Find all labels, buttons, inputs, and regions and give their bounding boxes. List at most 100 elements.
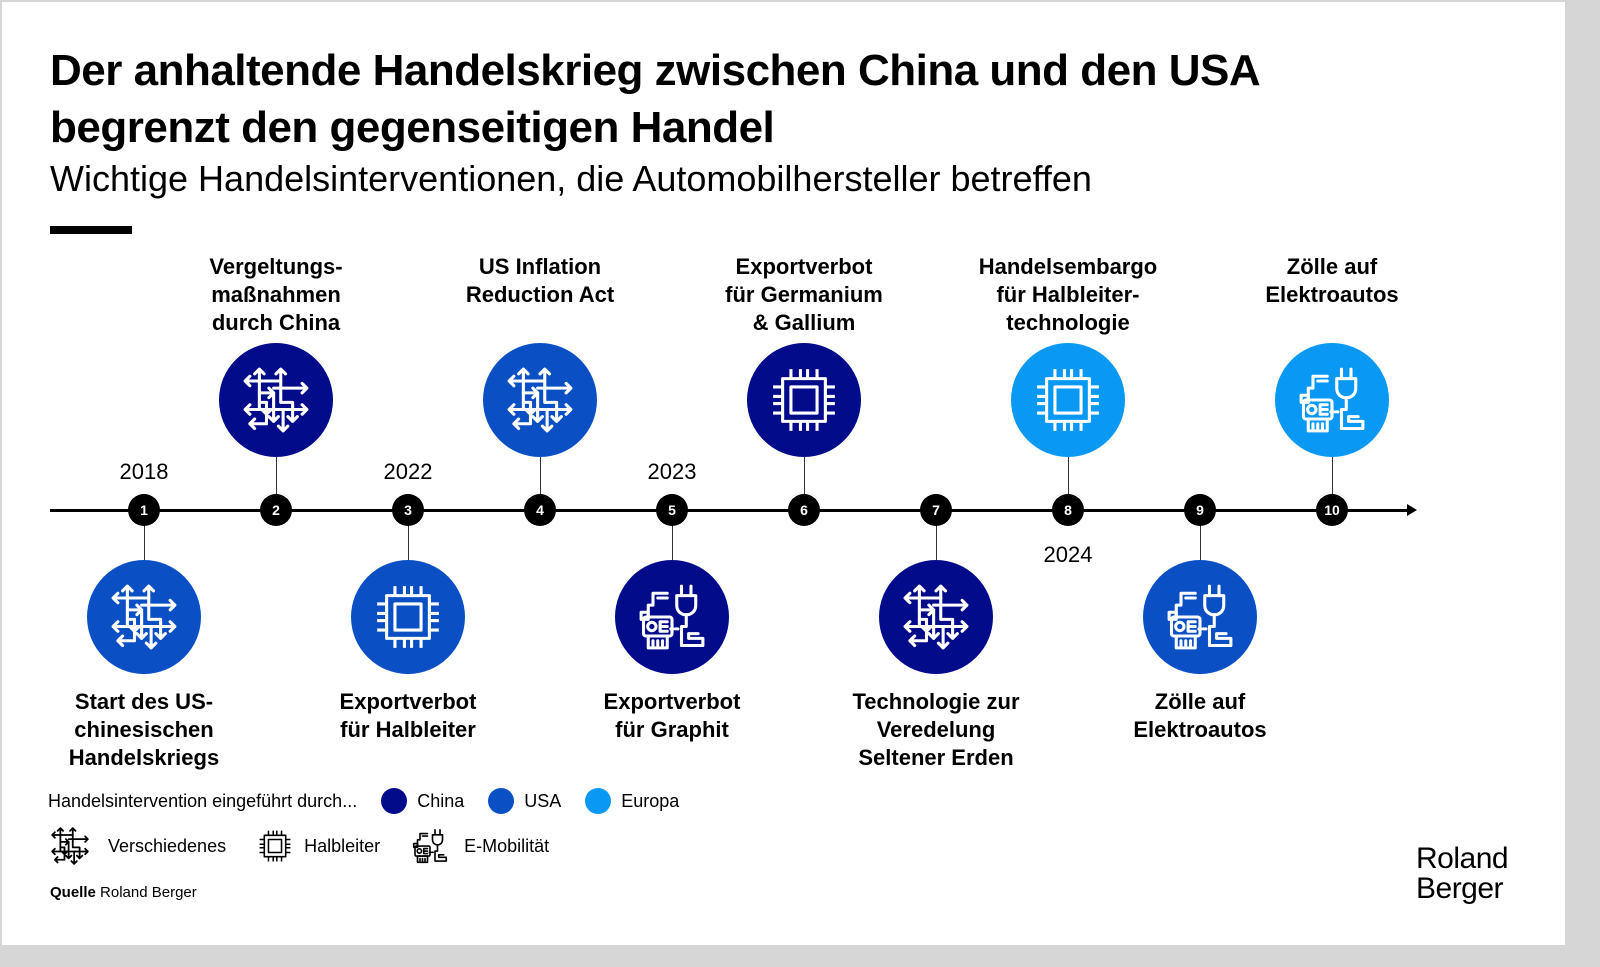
label-line: chinesischen [74, 717, 214, 742]
label-line: Seltener Erden [858, 745, 1014, 770]
chip-icon [1030, 362, 1106, 438]
event-connector [408, 526, 409, 560]
event-label: Vergeltungs- maßnahmen durch China [166, 253, 386, 337]
legend-label-europa: Europa [621, 790, 680, 811]
year-label-2018: 2018 [119, 459, 169, 484]
ev-plug-icon [410, 826, 450, 866]
event-icon-circle [879, 560, 993, 674]
event-label: Exportverbot für Graphit [562, 688, 782, 744]
event-number-marker: 9 [1184, 494, 1216, 526]
arrows-icon [106, 579, 182, 655]
event-connector [936, 526, 937, 560]
label-line: Handelsembargo [978, 254, 1158, 279]
source-value: Roland Berger [100, 884, 197, 901]
ev-plug-icon [1294, 362, 1370, 438]
logo-line-1: Roland [1416, 842, 1509, 875]
legend-label-halbleiter: Halbleiter [304, 835, 381, 856]
event-connector [804, 457, 805, 494]
source-label: Quelle [50, 884, 96, 901]
timeline-axis [50, 509, 1410, 512]
timeline-arrow-icon [1407, 504, 1417, 516]
event-number-marker: 2 [260, 494, 292, 526]
legend-item-halbleiter [256, 827, 294, 865]
page-title: Der anhaltende Handelskrieg zwischen Chi… [50, 42, 1261, 156]
label-line: maßnahmen [211, 282, 341, 307]
label-line: & Gallium [752, 310, 856, 335]
year-label-2022: 2022 [383, 459, 433, 484]
event-label: US Inflation Reduction Act [430, 253, 650, 309]
legend-intro: Handelsintervention eingeführt durch... [48, 790, 358, 811]
event-connector [672, 526, 673, 560]
arrows-icon [502, 362, 578, 438]
event-icon-circle [747, 343, 861, 457]
label-line: durch China [211, 310, 341, 335]
legend-dot-europa [585, 788, 612, 814]
source-note: Quelle Roland Berger [50, 884, 197, 901]
event-connector [1068, 457, 1069, 494]
roland-berger-logo: Roland Berger [1416, 842, 1509, 905]
legend-label-verschiedenes: Verschiedenes [108, 835, 227, 856]
title-line-1: Der anhaltende Handelskrieg zwischen Chi… [50, 46, 1261, 95]
event-number-marker: 1 [128, 494, 160, 526]
event-number-marker: 10 [1316, 494, 1348, 526]
event-label: Start des US- chinesischen Handelskriegs [34, 688, 254, 772]
label-line: für Halbleiter [340, 717, 476, 742]
event-label: Zölle auf Elektroautos [1222, 253, 1442, 309]
legend-categories: Verschiedenes Halbleiter E-Mobilität [48, 824, 549, 868]
chip-icon [766, 362, 842, 438]
event-label: Handelsembargo für Halbleiter- technolog… [958, 253, 1178, 337]
event-connector [1200, 526, 1201, 560]
event-connector [1332, 457, 1333, 494]
page-subtitle: Wichtige Handelsinterventionen, die Auto… [50, 158, 1092, 199]
legend-label-usa: USA [524, 790, 562, 811]
label-line: Exportverbot [339, 689, 477, 714]
label-line: Zölle auf [1154, 689, 1246, 714]
event-connector [540, 457, 541, 494]
chip-icon [256, 827, 294, 865]
legend-dot-usa [488, 788, 515, 814]
label-line: Veredelung [876, 717, 996, 742]
label-line: Reduction Act [465, 282, 615, 307]
label-line: Elektroautos [1265, 282, 1399, 307]
year-label-2023: 2023 [647, 459, 697, 484]
logo-line-2: Berger [1416, 872, 1504, 905]
arrows-icon [238, 362, 314, 438]
label-line: für Halbleiter- [996, 282, 1140, 307]
event-label: Technologie zur Veredelung Seltener Erde… [826, 688, 1046, 772]
event-icon-circle [1011, 343, 1125, 457]
event-icon-circle [219, 343, 333, 457]
legend-label-china: China [417, 790, 465, 811]
ev-plug-icon [634, 579, 710, 655]
label-line: für Germanium [725, 282, 883, 307]
event-label: Zölle auf Elektroautos [1090, 688, 1310, 744]
event-icon-circle [483, 343, 597, 457]
legend-dot-china [381, 788, 408, 814]
legend-label-e-mobilitaet: E-Mobilität [464, 835, 550, 856]
year-label-2024: 2024 [1043, 542, 1093, 567]
label-line: für Graphit [615, 717, 729, 742]
event-number-marker: 4 [524, 494, 556, 526]
event-number-marker: 8 [1052, 494, 1084, 526]
event-icon-circle [87, 560, 201, 674]
label-line: Technologie zur [852, 689, 1020, 714]
legend-item-e-mobilitaet [410, 826, 450, 866]
label-line: Handelskriegs [68, 745, 220, 770]
infographic-frame: Der anhaltende Handelskrieg zwischen Chi… [2, 2, 1565, 945]
ev-plug-icon [1162, 579, 1238, 655]
event-number-marker: 7 [920, 494, 952, 526]
event-connector [276, 457, 277, 494]
event-icon-circle [615, 560, 729, 674]
event-number-marker: 6 [788, 494, 820, 526]
chip-icon [370, 579, 446, 655]
event-icon-circle [1143, 560, 1257, 674]
arrows-icon [48, 824, 92, 868]
event-number-marker: 5 [656, 494, 688, 526]
event-icon-circle [351, 560, 465, 674]
label-line: Vergeltungs- [209, 254, 343, 279]
label-line: technologie [1006, 310, 1130, 335]
label-line: Exportverbot [735, 254, 873, 279]
arrows-icon [898, 579, 974, 655]
event-number-marker: 3 [392, 494, 424, 526]
label-line: Zölle auf [1286, 254, 1378, 279]
event-icon-circle [1275, 343, 1389, 457]
